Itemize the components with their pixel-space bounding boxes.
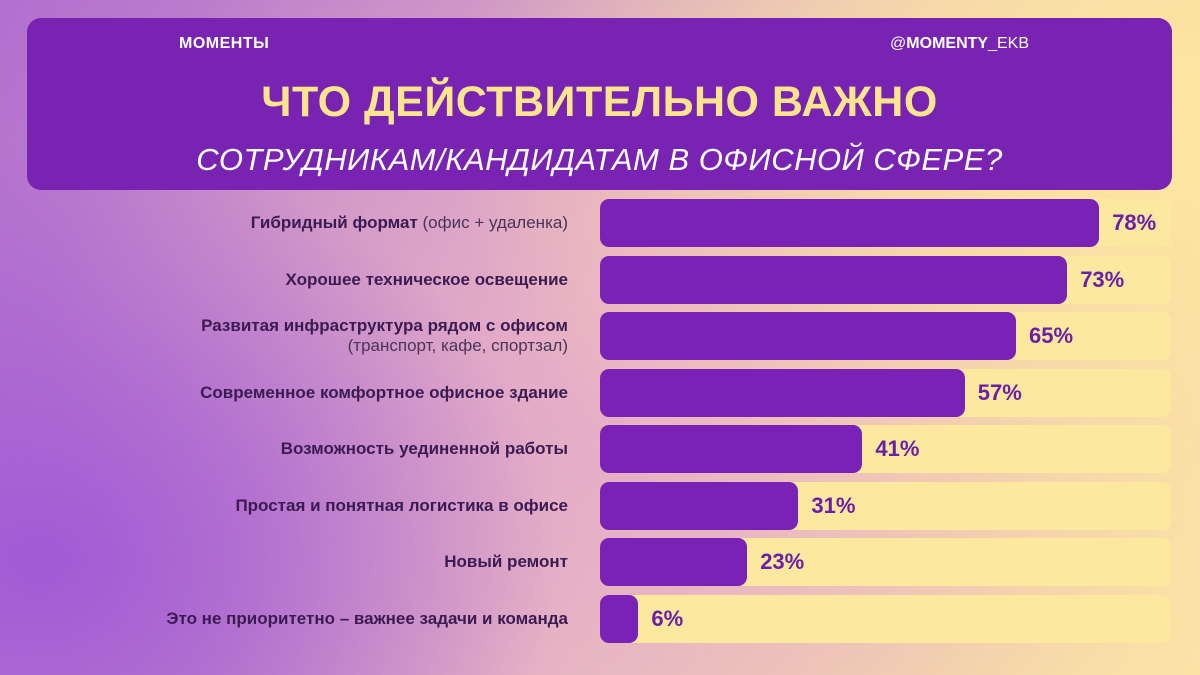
bar <box>600 368 965 417</box>
bar-row: Простая и понятная логистика в офисе 31% <box>0 481 1200 530</box>
header-banner: МОМЕНТЫ @MOMENTY_EKB ЧТО ДЕЙСТВИТЕЛЬНО В… <box>27 18 1172 190</box>
bar-label: Гибридный формат (офис + удаленка) <box>8 199 568 247</box>
bar-track <box>600 594 1171 643</box>
bar-value-label: 31% <box>811 492 856 518</box>
bar-label-main: Гибридный формат <box>250 213 418 232</box>
bar-value-label: 57% <box>977 379 1022 405</box>
bar-value-label: 78% <box>1112 210 1157 235</box>
bar-label: Развитая инфраструктура рядом с офисом (т… <box>8 312 568 360</box>
bar-value-label: 65% <box>1029 323 1074 348</box>
bar <box>600 312 1016 360</box>
bar <box>600 255 1068 304</box>
bar <box>600 594 639 643</box>
bar <box>600 538 748 586</box>
bar-label-main: Хорошее техническое освещение <box>285 269 568 289</box>
bar-label: Хорошее техническое освещение <box>8 256 568 304</box>
bar-row: Хорошее техническое освещение 73% <box>0 255 1200 304</box>
bar-label-main: Это не приоритетно – важнее задачи и ком… <box>166 608 568 628</box>
bar-label-note: (транспорт, кафе, спортзал) <box>347 336 568 355</box>
brand-name: МОМЕНТЫ <box>179 35 270 52</box>
bar-value-label: 6% <box>651 605 684 631</box>
bar-label: Это не приоритетно – важнее задачи и ком… <box>8 595 568 643</box>
bar-label-main: Возможность уединенной работы <box>280 439 568 458</box>
bar-label: Современное комфортное офисное здание <box>8 369 568 417</box>
social-handle[interactable]: @MOMENTY_EKB <box>890 35 1029 53</box>
bar <box>600 199 1100 247</box>
bar-row: Развитая инфраструктура рядом с офисом (т… <box>0 312 1200 360</box>
bar-label: Новый ремонт <box>8 538 568 586</box>
bar-value-label: 73% <box>1080 266 1125 292</box>
handle-suffix: _EKB <box>988 35 1029 52</box>
bar <box>600 481 799 530</box>
bar-row: Возможность уединенной работы 41% <box>0 425 1200 473</box>
bar <box>600 425 863 473</box>
bar-label-main: Современное комфортное офисное здание <box>200 382 568 402</box>
chart-title: ЧТО ДЕЙСТВИТЕЛЬНО ВАЖНО <box>261 78 938 126</box>
bar-row: Новый ремонт 23% <box>0 538 1200 586</box>
bar-row: Гибридный формат (офис + удаленка) 78% <box>0 199 1200 247</box>
bar-label: Простая и понятная логистика в офисе <box>8 482 568 530</box>
bar-row: Современное комфортное офисное здание 57% <box>0 368 1200 417</box>
bar-row: Это не приоритетно – важнее задачи и ком… <box>0 594 1200 643</box>
bar-label: Возможность уединенной работы <box>8 425 568 473</box>
chart-subtitle: СОТРУДНИКАМ/КАНДИДАТАМ В ОФИСНОЙ СФЕРЕ? <box>196 142 1003 177</box>
handle-bold: MOMENTY <box>906 35 989 52</box>
bar-value-label: 23% <box>760 549 805 574</box>
bar-label-main: Новый ремонт <box>444 552 568 571</box>
bar-label-note: (офис + удаленка) <box>417 213 568 232</box>
bar-label-main: Развитая инфраструктура рядом с офисом <box>201 316 568 335</box>
bar-value-label: 41% <box>875 436 920 461</box>
bar-label-main: Простая и понятная логистика в офисе <box>235 495 568 515</box>
handle-prefix: @ <box>890 35 907 52</box>
